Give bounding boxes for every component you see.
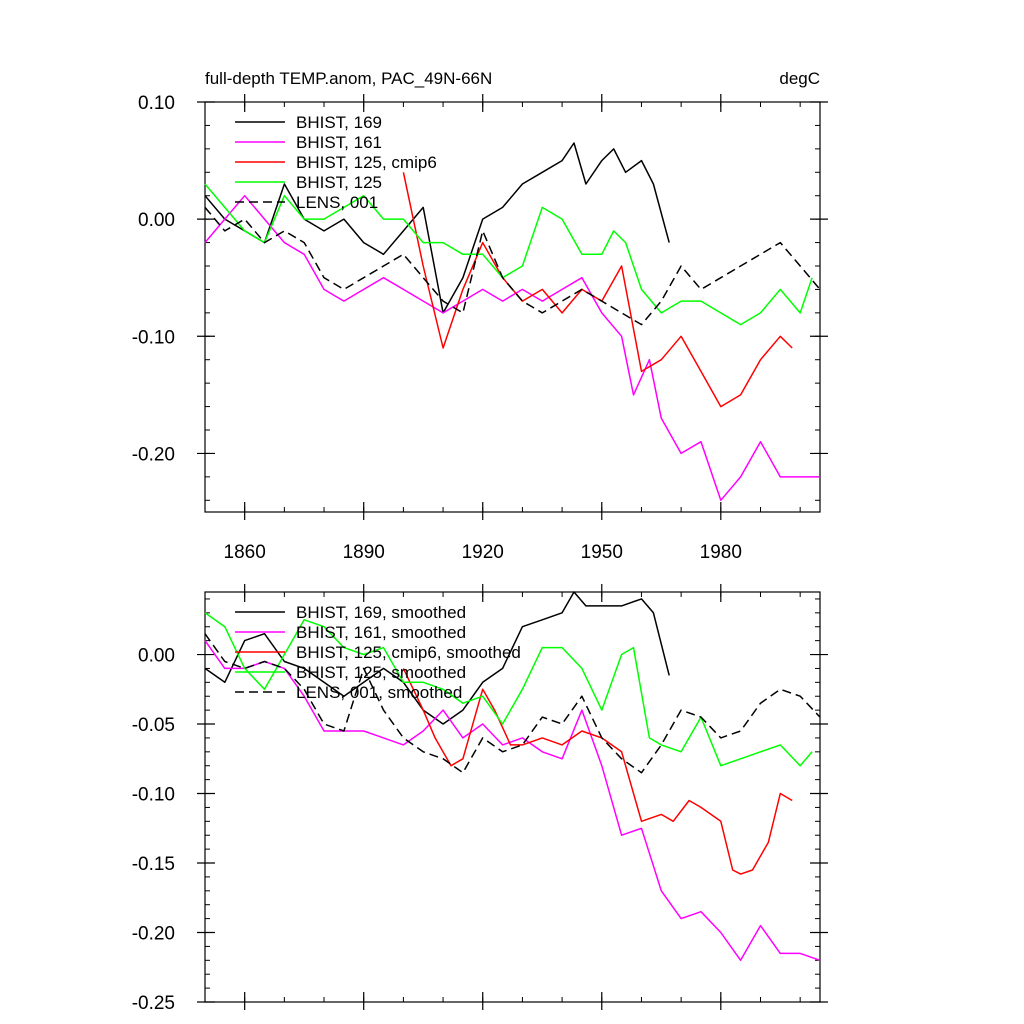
bottom-series-line-5 xyxy=(204,633,821,774)
bottom-legend-label-2: BHIST, 161, smoothed xyxy=(296,623,466,642)
top-panel: full-depth TEMP.anom, PAC_49N-66N degC 0… xyxy=(132,69,828,563)
bottom-y-tick-label: 0.00 xyxy=(138,646,175,667)
bottom-y-tick-label: -0.05 xyxy=(132,715,175,736)
bottom-legend-label-5: LENS, 001, smoothed xyxy=(296,683,462,702)
bottom-y-tick-label: -0.20 xyxy=(132,924,175,945)
bottom-y-tick-label: -0.25 xyxy=(132,993,175,1014)
top-x-tick-label: 1890 xyxy=(343,542,385,563)
bottom-plot-frame xyxy=(204,591,821,1003)
bottom-series-line-1 xyxy=(204,591,670,725)
bottom-panel: 0.00 -0.05 -0.10 -0.15 -0.20 -0.25 BHIST, 169… xyxy=(132,584,828,1014)
top-y-tick-label: -0.10 xyxy=(132,327,175,348)
top-series-line-1 xyxy=(204,142,670,314)
top-series-line-2 xyxy=(204,194,820,502)
top-legend-label-5: LENS, 001 xyxy=(296,193,378,212)
bottom-y-tick-label: -0.15 xyxy=(132,854,175,875)
top-legend-label-2: BHIST, 161 xyxy=(296,133,382,152)
top-legend-label-4: BHIST, 125 xyxy=(296,173,382,192)
bottom-y-tick-label: -0.10 xyxy=(132,785,175,806)
bottom-x-axis xyxy=(204,584,801,1010)
bottom-series-line-4 xyxy=(204,612,813,767)
top-series-line-3 xyxy=(402,172,793,408)
bottom-legend-label-1: BHIST, 169, smoothed xyxy=(296,603,466,622)
bottom-y-axis: 0.00 -0.05 -0.10 -0.15 -0.20 -0.25 xyxy=(132,598,828,1014)
top-series-line-4 xyxy=(204,183,813,326)
top-chart-units: degC xyxy=(779,69,820,88)
top-x-tick-label: 1860 xyxy=(224,542,266,563)
bottom-series-line-3 xyxy=(402,668,793,875)
bottom-legend-label-4: BHIST, 125, smoothed xyxy=(296,663,466,682)
top-legend-label-3: BHIST, 125, cmip6 xyxy=(296,153,437,172)
bottom-series-group xyxy=(204,591,821,962)
top-plot-frame xyxy=(204,101,821,513)
top-x-tick-label: 1950 xyxy=(581,542,623,563)
bottom-series-line-2 xyxy=(204,640,821,962)
top-y-tick-label: 0.00 xyxy=(138,210,175,231)
top-x-tick-label: 1980 xyxy=(700,542,742,563)
bottom-legend-label-3: BHIST, 125, cmip6, smoothed xyxy=(296,643,521,662)
top-x-axis: 1860 1890 1920 1950 1980 xyxy=(204,94,801,563)
top-y-axis: 0.10 0.00 -0.10 -0.20 xyxy=(132,93,828,501)
top-y-tick-label: 0.10 xyxy=(138,93,175,114)
top-series-group xyxy=(204,142,821,502)
top-y-tick-label: -0.20 xyxy=(132,444,175,465)
top-series-line-5 xyxy=(204,206,821,326)
top-x-tick-label: 1920 xyxy=(462,542,504,563)
top-chart-title: full-depth TEMP.anom, PAC_49N-66N xyxy=(205,69,492,88)
top-legend-label-1: BHIST, 169 xyxy=(296,113,382,132)
